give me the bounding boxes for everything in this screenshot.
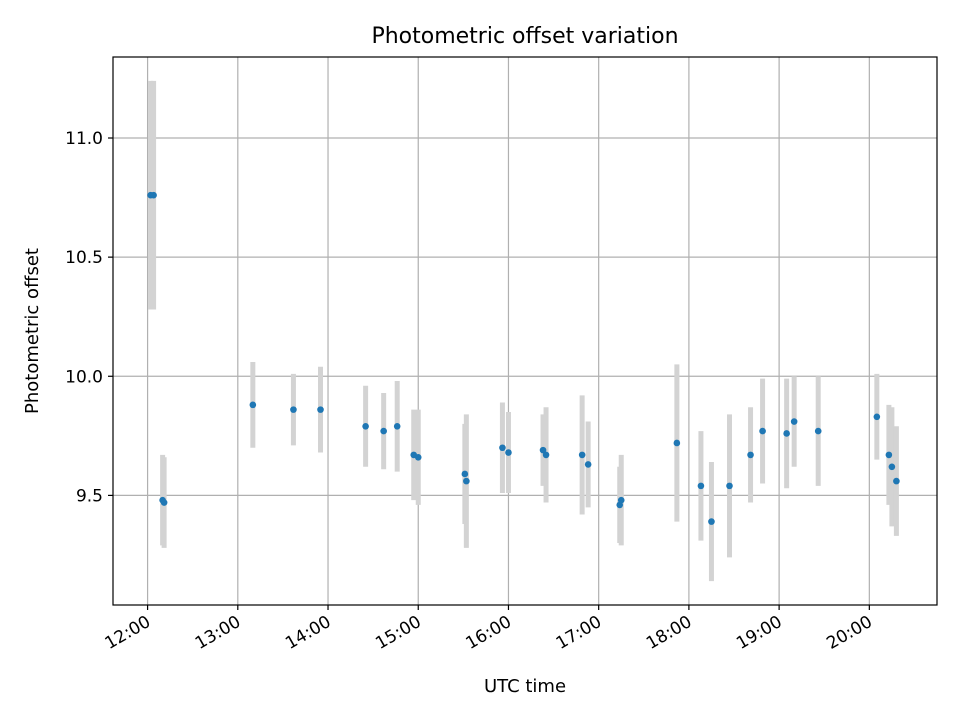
data-point <box>814 427 822 435</box>
data-point <box>888 463 896 471</box>
data-point <box>873 413 881 421</box>
y-tick-label: 11.0 <box>65 129 103 149</box>
data-point <box>578 451 586 459</box>
data-point <box>783 430 790 437</box>
y-axis-label: Photometric offset <box>22 248 43 414</box>
data-point <box>380 427 387 435</box>
y-tick-label: 10.5 <box>65 248 103 268</box>
data-point <box>414 453 422 461</box>
data-point <box>697 482 705 490</box>
plot-frame <box>112 56 938 606</box>
data-point <box>726 482 733 490</box>
x-axis-label: UTC time <box>484 676 566 697</box>
data-point <box>584 461 592 468</box>
data-point <box>617 496 625 504</box>
point-layer <box>147 191 900 525</box>
data-point <box>673 439 681 447</box>
y-tick-label: 9.5 <box>76 486 103 506</box>
data-point <box>463 477 470 485</box>
data-point <box>290 406 297 413</box>
data-point <box>542 451 550 459</box>
grid-layer <box>113 57 937 605</box>
chart-title: Photometric offset variation <box>371 24 678 49</box>
data-point <box>893 477 900 485</box>
data-point <box>499 444 506 452</box>
data-point <box>708 518 715 525</box>
y-tick-label: 10.0 <box>65 367 103 387</box>
data-point <box>362 423 369 430</box>
data-point <box>150 191 157 199</box>
data-point <box>790 418 798 425</box>
data-point <box>747 451 754 459</box>
data-point <box>461 470 469 478</box>
data-point <box>393 423 401 430</box>
data-point <box>885 451 893 459</box>
data-point <box>539 446 547 454</box>
data-point <box>249 401 257 409</box>
data-point <box>759 427 766 435</box>
data-point <box>160 499 168 506</box>
data-point <box>317 406 324 413</box>
data-point <box>505 449 512 456</box>
